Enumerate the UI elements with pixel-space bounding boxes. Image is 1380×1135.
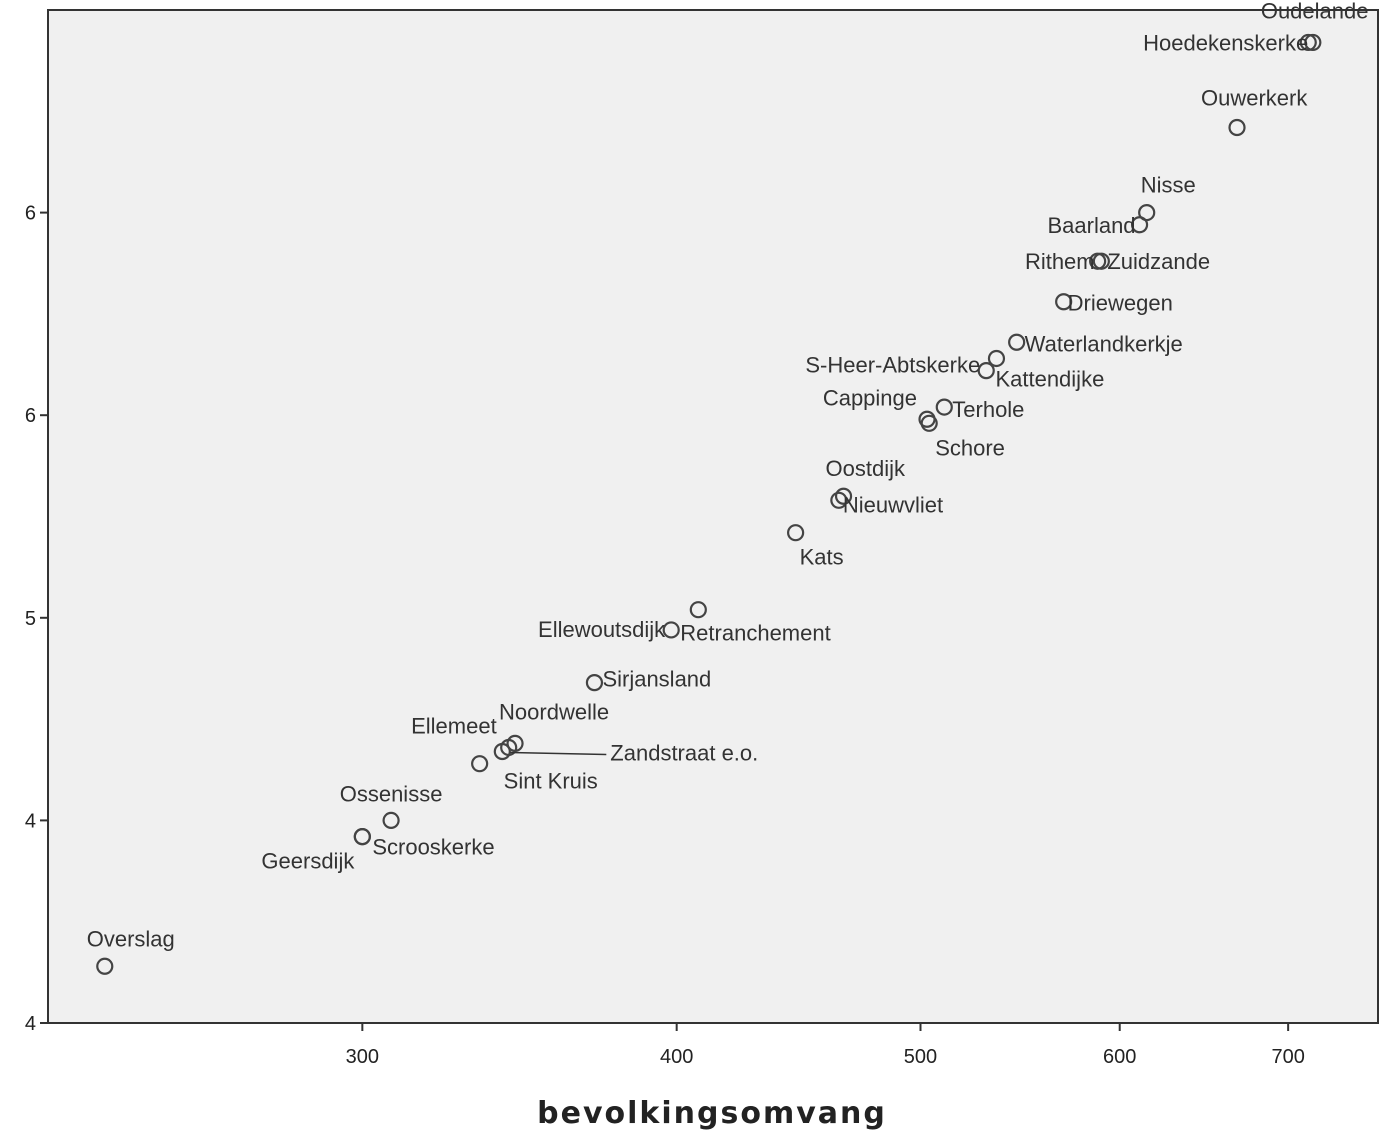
point-label: Rithem	[1025, 249, 1095, 274]
point-label: Nisse	[1141, 173, 1196, 198]
point-label: Noordwelle	[499, 699, 609, 724]
point-label: Ellemeet	[411, 713, 497, 738]
y-tick-label: 4	[25, 810, 36, 832]
y-tick-label: 5	[25, 608, 36, 630]
point-label: Waterlandkerkje	[1025, 331, 1183, 356]
data-point	[1092, 252, 1110, 270]
x-axis-title: bevolkingsomvang	[537, 1096, 887, 1131]
data-point	[987, 349, 1006, 368]
data-point	[1228, 118, 1246, 137]
point-label: S-Heer-Abtskerke	[805, 353, 980, 378]
point-label: Overslag	[87, 926, 175, 951]
x-tick-label: 600	[1103, 1046, 1136, 1068]
x-tick-label: 500	[904, 1046, 937, 1068]
x-tick-label: 300	[346, 1046, 379, 1068]
point-label: Driewegen	[1068, 291, 1173, 316]
y-tick-label: 4	[25, 1013, 36, 1035]
point-label: Ellewoutsdijk	[538, 617, 666, 642]
data-points	[96, 33, 1322, 975]
data-point	[1130, 216, 1149, 234]
point-label: Terhole	[952, 397, 1024, 422]
point-label: Zuidzande	[1107, 249, 1210, 274]
point-label: Zandstraat e.o.	[610, 741, 758, 766]
point-label: Kattendijke	[995, 366, 1104, 391]
data-point	[830, 491, 848, 509]
point-label: Sint Kruis	[504, 769, 598, 794]
data-point	[471, 755, 489, 773]
data-point	[787, 524, 805, 542]
y-axis: 4 4 5 6 6	[25, 203, 48, 1035]
x-tick-label: 400	[660, 1046, 693, 1068]
point-label: Schore	[935, 435, 1005, 460]
x-axis: 300 400 500 600 700	[346, 1023, 1305, 1068]
point-label: Kats	[800, 545, 844, 570]
point-label: Geersdijk	[261, 849, 355, 874]
point-label: Sirjansland	[602, 667, 711, 692]
point-label: Baarland	[1047, 213, 1135, 238]
point-label: Oostdijk	[826, 456, 906, 481]
point-label: Oudelande	[1261, 0, 1369, 23]
data-point	[1055, 293, 1073, 311]
data-point	[353, 828, 371, 846]
data-point	[382, 811, 400, 830]
data-point	[977, 362, 995, 380]
data-point	[662, 621, 680, 639]
data-point	[1304, 33, 1322, 52]
label-leader-line	[510, 751, 607, 756]
data-point	[935, 398, 953, 416]
data-point	[96, 957, 114, 975]
data-point	[1299, 33, 1317, 52]
data-point	[585, 674, 604, 692]
data-point	[689, 601, 707, 619]
data-point	[834, 487, 853, 505]
point-label: Nieuwvliet	[843, 492, 943, 517]
point-labels: Oudelande Hoedekenskerke Ouwerkerk NisseBaa…	[87, 0, 1369, 951]
data-point	[920, 414, 938, 432]
x-tick-label: 700	[1271, 1046, 1304, 1068]
point-label: Cappinge	[823, 385, 917, 410]
plot-area	[47, 9, 1379, 1024]
point-label: Ouwerkerk	[1201, 86, 1308, 111]
data-point	[493, 742, 511, 761]
point-label: Hoedekenskerke	[1143, 30, 1308, 55]
data-point	[1008, 333, 1026, 351]
point-label: Ossenisse	[340, 781, 443, 806]
y-tick-label: 6	[25, 405, 36, 427]
point-label: Retranchement	[680, 621, 830, 646]
point-label: Scrooskerke	[372, 835, 494, 860]
y-tick-label: 6	[25, 203, 36, 225]
